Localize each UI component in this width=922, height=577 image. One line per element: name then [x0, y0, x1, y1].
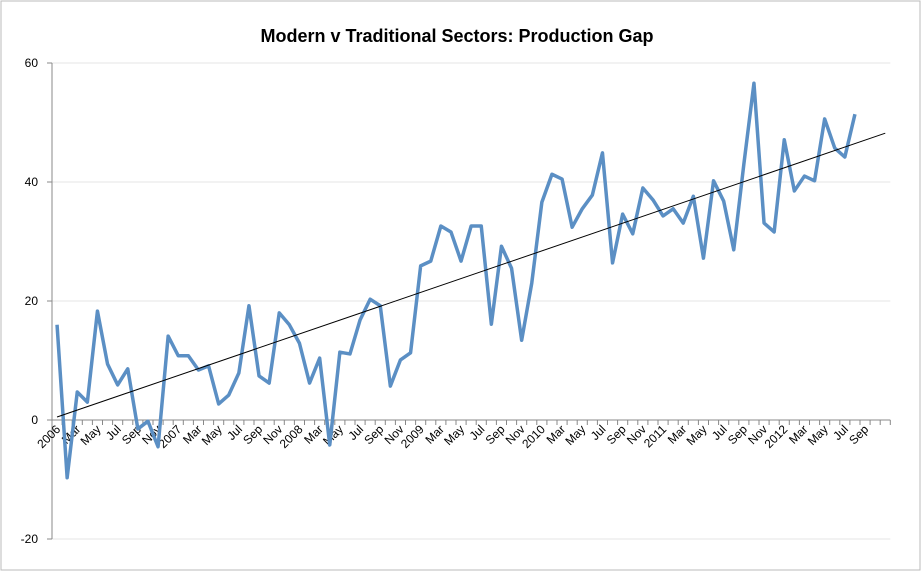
y-tick-label: 60 — [25, 56, 39, 70]
y-tick-label: 20 — [25, 294, 39, 308]
data-line — [55, 81, 857, 480]
chart-title: Modern v Traditional Sectors: Production… — [260, 26, 653, 46]
y-tick-label: 40 — [25, 175, 39, 189]
y-tick-label: -20 — [21, 532, 39, 546]
trendline — [56, 132, 886, 418]
y-tick-label: 0 — [31, 413, 38, 427]
